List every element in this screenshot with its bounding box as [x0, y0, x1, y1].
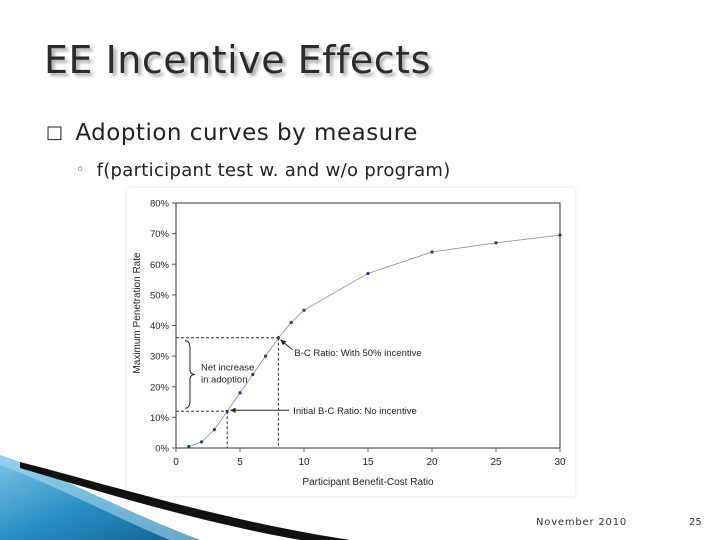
data-point: [289, 320, 293, 325]
data-point: [187, 444, 191, 449]
y-tick-label: 0%: [155, 444, 169, 455]
data-point: [238, 391, 242, 395]
data-point: [212, 428, 216, 432]
x-tick-label: 5: [237, 457, 243, 468]
y-tick-label: 30%: [150, 352, 170, 363]
decorative-swoosh: [0, 455, 350, 540]
x-tick-label: 0: [173, 457, 179, 468]
slide-title: EE Incentive Effects: [44, 38, 431, 82]
x-tick-label: 30: [554, 457, 566, 468]
incentive-arrow-head: [280, 339, 287, 346]
bullet-level2-text: f(participant test w. and w/o program): [96, 160, 451, 181]
bullet-level1-text: Adoption curves by measure: [75, 120, 418, 146]
x-axis-label: Participant Benefit-Cost Ratio: [302, 477, 434, 488]
y-tick-label: 20%: [150, 382, 170, 393]
no-incentive-annotation: Initial B-C Ratio: No incentive: [293, 406, 417, 417]
data-point: [430, 250, 434, 254]
data-point: [494, 241, 498, 245]
y-tick-label: 10%: [150, 413, 170, 424]
bullet-level1: □ Adoption curves by measure: [46, 120, 418, 146]
x-tick-label: 20: [426, 457, 438, 468]
y-axis-label: Maximum Penetration Rate: [132, 252, 143, 374]
y-tick-label: 80%: [150, 199, 170, 210]
footer-date: November 2010: [536, 517, 628, 528]
chart-svg: 0%10%20%30%40%50%60%70%80% 0 5 10 15 20 25 30 …: [132, 199, 566, 489]
data-point: [558, 233, 562, 237]
data-point: [264, 354, 268, 358]
data-point: [302, 308, 306, 312]
data-point: [251, 372, 255, 377]
adoption-chart: 0% 10% 20% 30% 40% 50% 60% 70% 80% 0 5 10 15 20 25 30 …: [127, 188, 575, 496]
no-incentive-arrow-head: [230, 407, 236, 413]
page-number: 25: [689, 517, 702, 528]
y-tick-label: 60%: [150, 260, 170, 271]
adoption-curve-line: [188, 234, 561, 447]
incentive-annotation: B-C Ratio: With 50% incentive: [294, 348, 421, 359]
y-tick-label: 40%: [150, 321, 170, 332]
net-increase-label: in adoption: [201, 375, 247, 386]
y-tick-label: 70%: [150, 229, 170, 240]
data-point: [200, 440, 204, 444]
x-tick-label: 10: [298, 457, 310, 468]
net-increase-label: Net increase: [201, 363, 254, 374]
ring-bullet-icon: ◦: [76, 162, 85, 178]
x-tick-label: 15: [362, 457, 374, 468]
data-point: [366, 271, 370, 276]
net-increase-brace: [184, 340, 196, 409]
square-bullet-icon: □: [46, 122, 64, 143]
y-tick-label: 50%: [150, 290, 170, 301]
bullet-level2: ◦ f(participant test w. and w/o program): [76, 160, 451, 181]
x-tick-label: 25: [490, 457, 502, 468]
